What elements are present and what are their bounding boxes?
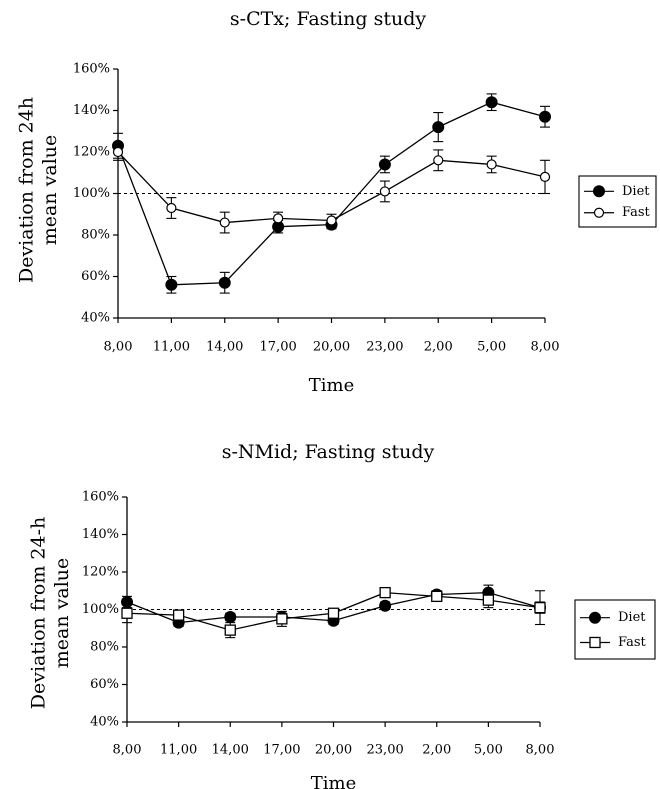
data-point xyxy=(224,611,237,623)
data-point xyxy=(219,217,230,228)
x-tick-label: 20,00 xyxy=(315,743,352,758)
x-tick-label: 11,00 xyxy=(160,743,197,758)
data-point xyxy=(326,215,337,226)
x-tick-label: 2,00 xyxy=(424,340,453,355)
y-tick-label: 140% xyxy=(82,527,119,542)
y-tick-label: 160% xyxy=(73,62,110,77)
legend-marker xyxy=(593,207,605,218)
x-tick-label: 14,00 xyxy=(206,340,243,355)
chart-title: s-NMid; Fasting study xyxy=(222,441,435,463)
y-tick-label: 120% xyxy=(73,145,110,160)
data-point xyxy=(378,158,391,171)
y-tick-label: 120% xyxy=(82,565,119,580)
data-point xyxy=(432,121,445,134)
data-point xyxy=(166,202,177,214)
x-tick-label: 8,00 xyxy=(113,743,142,758)
x-tick-label: 17,00 xyxy=(263,743,300,758)
y-tick-label: 40% xyxy=(81,311,110,326)
y-tick-label: 60% xyxy=(90,677,119,692)
y-tick-label: 80% xyxy=(90,640,119,655)
data-point xyxy=(218,276,231,289)
legend-label: Diet xyxy=(622,184,650,199)
chart-title: s-CTx; Fasting study xyxy=(230,8,426,30)
series-line xyxy=(117,151,546,224)
data-point xyxy=(433,155,444,166)
y-axis-label-line: mean value xyxy=(51,558,73,668)
data-point xyxy=(379,186,390,197)
series-diet xyxy=(121,584,546,629)
x-tick-label: 17,00 xyxy=(260,340,297,355)
data-point xyxy=(539,171,551,182)
x-tick-label: 5,00 xyxy=(474,743,503,758)
data-point xyxy=(172,609,185,621)
data-point xyxy=(379,599,392,612)
series-fast xyxy=(121,586,546,639)
data-point xyxy=(539,110,551,123)
x-tick-label: 11,00 xyxy=(153,340,190,355)
data-point xyxy=(486,159,497,170)
legend-marker xyxy=(589,636,601,649)
legend-marker xyxy=(593,185,605,198)
chart-2: s-NMid; Fasting study 40% 60% 80% 100% 120% 14… xyxy=(27,441,656,789)
x-tick-label: 23,00 xyxy=(366,340,403,355)
y-axis-label: Deviation from 24-hmean value xyxy=(27,517,73,710)
y-axis-label-line: Deviation from 24-h xyxy=(27,517,49,710)
x-tick-label: 14,00 xyxy=(212,743,249,758)
x-tick-label: 8,00 xyxy=(531,340,560,355)
data-point xyxy=(379,586,391,599)
legend-label: Fast xyxy=(618,635,647,650)
series-fast xyxy=(112,143,551,234)
y-tick-label: 100% xyxy=(82,602,119,617)
data-point xyxy=(482,594,495,606)
x-tick-label: 23,00 xyxy=(367,743,404,758)
data-point xyxy=(485,96,498,109)
data-point xyxy=(121,607,133,619)
legend-box xyxy=(574,599,656,660)
y-axis-label-line: Deviation from 24h xyxy=(15,97,37,283)
y-tick-label: 100% xyxy=(73,186,110,201)
legend-label: Diet xyxy=(618,610,646,625)
legend: Diet Fast xyxy=(574,599,656,660)
data-point xyxy=(224,624,236,636)
y-tick-label: 80% xyxy=(81,228,110,243)
chart-1: s-CTx; Fasting study 40% 60% 80% 100% 120% 140… xyxy=(15,8,657,396)
data-point xyxy=(431,590,443,603)
legend: Diet Fast xyxy=(578,175,657,228)
data-point xyxy=(273,213,284,224)
x-tick-label: 8,00 xyxy=(526,743,555,758)
data-point xyxy=(165,278,178,291)
x-axis-label: Time xyxy=(311,773,356,789)
x-tick-label: 20,00 xyxy=(313,340,350,355)
y-axis-label-line: mean value xyxy=(39,135,61,245)
x-tick-label: 5,00 xyxy=(477,340,506,355)
x-tick-label: 8,00 xyxy=(104,340,133,355)
legend-box xyxy=(578,175,657,228)
legend-marker xyxy=(589,611,601,624)
y-tick-label: 60% xyxy=(81,269,110,284)
legend-label: Fast xyxy=(622,205,651,220)
data-point xyxy=(276,613,288,625)
data-point xyxy=(112,146,124,158)
y-tick-label: 160% xyxy=(82,490,119,505)
y-tick-label: 40% xyxy=(90,715,119,730)
x-tick-label: 2,00 xyxy=(422,743,451,758)
data-point xyxy=(534,601,546,614)
y-tick-label: 140% xyxy=(73,103,110,118)
data-point xyxy=(327,607,340,619)
x-axis-label: Time xyxy=(309,375,354,396)
y-axis-label: Deviation from 24hmean value xyxy=(15,97,61,283)
